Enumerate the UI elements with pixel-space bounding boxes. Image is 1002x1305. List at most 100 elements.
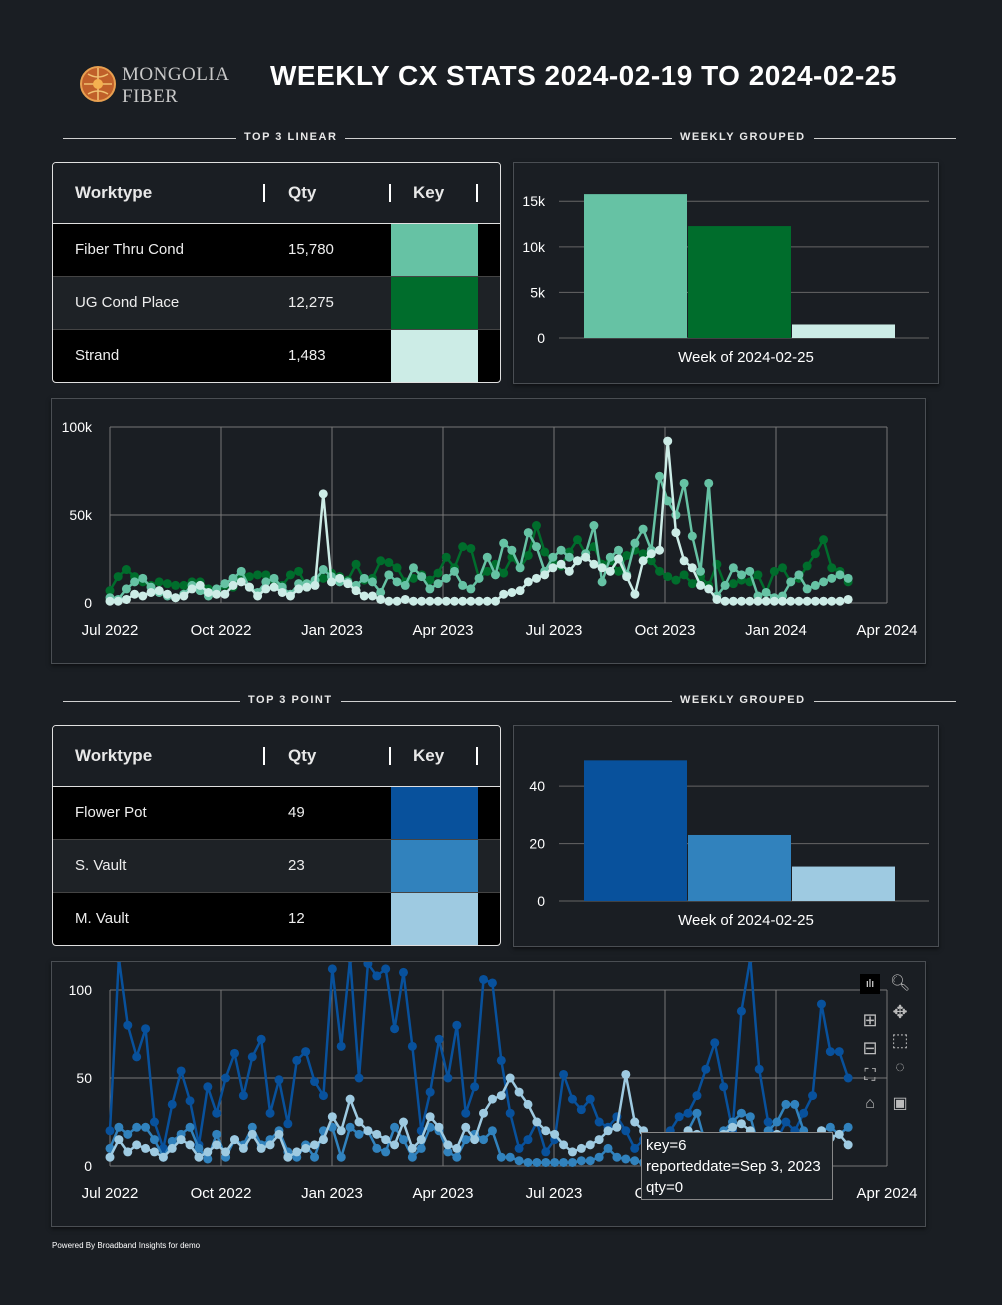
data-point[interactable] [679, 478, 689, 488]
data-point[interactable] [141, 1024, 151, 1034]
data-point[interactable] [425, 1112, 435, 1122]
data-point[interactable] [372, 971, 382, 981]
data-point[interactable] [531, 542, 541, 552]
data-point[interactable] [567, 1157, 577, 1167]
data-point[interactable] [646, 556, 656, 566]
data-point[interactable] [736, 1006, 746, 1016]
data-point[interactable] [318, 565, 328, 575]
data-point[interactable] [531, 521, 541, 531]
data-point[interactable] [778, 596, 788, 606]
data-point[interactable] [482, 596, 492, 606]
data-point[interactable] [372, 1143, 382, 1153]
data-point[interactable] [728, 1122, 738, 1132]
data-point[interactable] [514, 1143, 524, 1153]
data-point[interactable] [256, 1143, 266, 1153]
data-point[interactable] [269, 573, 279, 583]
data-point[interactable] [514, 1087, 524, 1097]
data-point[interactable] [292, 1147, 302, 1157]
data-point[interactable] [452, 1143, 462, 1153]
data-point[interactable] [301, 1047, 311, 1057]
data-point[interactable] [256, 1034, 266, 1044]
data-point[interactable] [253, 591, 263, 601]
data-point[interactable] [736, 1119, 746, 1129]
data-point[interactable] [416, 1135, 426, 1145]
data-point[interactable] [514, 1156, 524, 1166]
data-point[interactable] [816, 999, 826, 1009]
data-point[interactable] [655, 471, 665, 481]
data-point[interactable] [638, 524, 648, 534]
data-point[interactable] [310, 1077, 320, 1087]
data-point[interactable] [505, 1152, 515, 1162]
data-point[interactable] [203, 1147, 213, 1157]
data-point[interactable] [827, 563, 837, 573]
data-point[interactable] [523, 1157, 533, 1167]
data-point[interactable] [327, 1112, 337, 1122]
data-point[interactable] [655, 566, 665, 576]
column-header-worktype[interactable]: Worktype [75, 183, 153, 202]
data-point[interactable] [458, 542, 468, 552]
data-point[interactable] [461, 1108, 471, 1118]
data-point[interactable] [132, 1122, 142, 1132]
bar[interactable] [584, 194, 687, 338]
data-point[interactable] [114, 953, 124, 963]
data-point[interactable] [167, 1136, 177, 1146]
data-point[interactable] [622, 572, 632, 582]
data-point[interactable] [228, 573, 238, 583]
data-point[interactable] [390, 1140, 400, 1150]
data-point[interactable] [630, 1143, 640, 1153]
data-point[interactable] [185, 1096, 195, 1106]
data-point[interactable] [794, 596, 804, 606]
data-point[interactable] [354, 1129, 364, 1139]
box-select-icon[interactable]: ⬚ [891, 1030, 909, 1050]
data-point[interactable] [515, 586, 525, 596]
data-point[interactable] [212, 1140, 222, 1150]
data-point[interactable] [810, 580, 820, 590]
data-point[interactable] [138, 573, 148, 583]
data-point[interactable] [345, 953, 355, 963]
data-point[interactable] [532, 1117, 542, 1127]
data-point[interactable] [384, 596, 394, 606]
data-point[interactable] [158, 1152, 168, 1162]
data-point[interactable] [683, 1108, 693, 1118]
data-point[interactable] [745, 1112, 755, 1122]
data-point[interactable] [548, 552, 558, 562]
data-point[interactable] [499, 568, 509, 578]
data-point[interactable] [523, 528, 533, 538]
data-point[interactable] [253, 570, 263, 580]
data-point[interactable] [310, 1140, 320, 1150]
zoom-icon[interactable]: 🔍︎ [890, 975, 911, 992]
data-point[interactable] [162, 579, 172, 589]
data-point[interactable] [318, 489, 328, 499]
data-point[interactable] [496, 1091, 506, 1101]
data-point[interactable] [496, 1152, 506, 1162]
data-point[interactable] [167, 1143, 177, 1153]
data-point[interactable] [692, 1091, 702, 1101]
data-point[interactable] [710, 1038, 720, 1048]
data-point[interactable] [265, 1108, 275, 1118]
data-point[interactable] [294, 584, 304, 594]
data-point[interactable] [441, 573, 451, 583]
data-point[interactable] [470, 1135, 480, 1145]
data-point[interactable] [310, 1152, 320, 1162]
data-point[interactable] [398, 1117, 408, 1127]
data-point[interactable] [790, 1099, 800, 1109]
data-point[interactable] [737, 570, 747, 580]
data-point[interactable] [466, 543, 476, 553]
point-weekly-bar-chart[interactable]: 0 20 40 Week of 2024-02-25 [514, 726, 938, 946]
data-point[interactable] [384, 570, 394, 580]
data-point[interactable] [614, 566, 624, 576]
data-point[interactable] [176, 1066, 186, 1076]
column-header-worktype[interactable]: Worktype [75, 746, 153, 765]
data-point[interactable] [425, 584, 435, 594]
data-point[interactable] [567, 1147, 577, 1157]
data-point[interactable] [621, 1069, 631, 1079]
data-point[interactable] [149, 1135, 159, 1145]
data-point[interactable] [585, 1156, 595, 1166]
data-point[interactable] [384, 558, 394, 568]
data-point[interactable] [523, 1099, 533, 1109]
data-point[interactable] [452, 1152, 462, 1162]
data-point[interactable] [121, 594, 131, 604]
data-point[interactable] [441, 552, 451, 562]
data-point[interactable] [265, 1140, 275, 1150]
data-point[interactable] [825, 1122, 835, 1132]
